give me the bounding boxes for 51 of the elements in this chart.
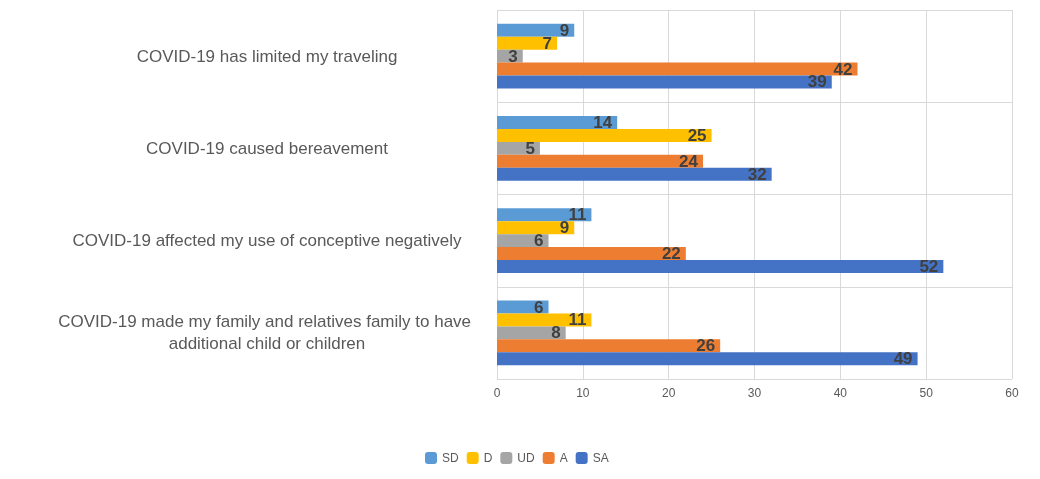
x-tick-label: 20 bbox=[661, 386, 676, 400]
bar bbox=[497, 208, 592, 222]
bar bbox=[497, 247, 686, 260]
x-tick-label: 60 bbox=[1005, 386, 1019, 400]
data-label: 14 bbox=[593, 113, 613, 133]
data-label: 11 bbox=[568, 205, 587, 225]
data-label: 39 bbox=[807, 72, 827, 92]
legend-label: SA bbox=[592, 451, 609, 465]
data-label: 26 bbox=[696, 336, 716, 356]
x-tick-label: 0 bbox=[493, 386, 501, 400]
data-label: 32 bbox=[747, 164, 767, 184]
data-label: 9 bbox=[559, 20, 570, 40]
data-label: 7 bbox=[542, 33, 553, 53]
data-label: 9 bbox=[559, 218, 570, 238]
bar bbox=[497, 326, 566, 340]
data-label: 5 bbox=[525, 138, 535, 158]
bar bbox=[497, 352, 918, 366]
bar bbox=[497, 116, 618, 129]
x-tick-label: 50 bbox=[919, 386, 934, 400]
data-label: 52 bbox=[919, 256, 939, 276]
y-tick-label: COVID-19 made my family and relatives family to have additional child or children bbox=[58, 312, 476, 354]
data-label: 8 bbox=[551, 323, 561, 343]
data-label: 24 bbox=[679, 151, 699, 171]
x-tick-label: 10 bbox=[576, 386, 590, 400]
bar bbox=[497, 62, 858, 76]
data-label: 49 bbox=[893, 349, 913, 369]
data-label: 25 bbox=[687, 125, 707, 145]
y-tick-label: COVID-19 affected my use of conceptive negatively bbox=[72, 231, 462, 251]
bar bbox=[497, 260, 944, 273]
x-tick-label: 40 bbox=[833, 386, 848, 400]
y-tick-label: COVID-19 caused bereavement bbox=[146, 138, 389, 158]
bar bbox=[497, 36, 558, 50]
bar bbox=[497, 23, 575, 37]
bar bbox=[497, 129, 712, 142]
data-label: 42 bbox=[833, 59, 853, 79]
legend-label: SD bbox=[442, 451, 459, 465]
data-label: 22 bbox=[661, 244, 681, 264]
legend-label: A bbox=[559, 451, 568, 465]
y-tick-label: COVID-19 has limited my traveling bbox=[136, 46, 398, 66]
legend-label: D bbox=[483, 451, 493, 465]
data-label: 6 bbox=[534, 231, 544, 251]
bar bbox=[497, 339, 721, 353]
bar bbox=[497, 221, 575, 235]
x-tick-label: 30 bbox=[747, 386, 762, 400]
data-label: 3 bbox=[508, 46, 518, 66]
bar bbox=[497, 75, 832, 89]
data-label: 11 bbox=[568, 310, 587, 330]
legend-label: UD bbox=[517, 451, 535, 465]
data-label: 6 bbox=[534, 297, 544, 317]
bar bbox=[497, 167, 772, 181]
bar bbox=[497, 154, 703, 168]
